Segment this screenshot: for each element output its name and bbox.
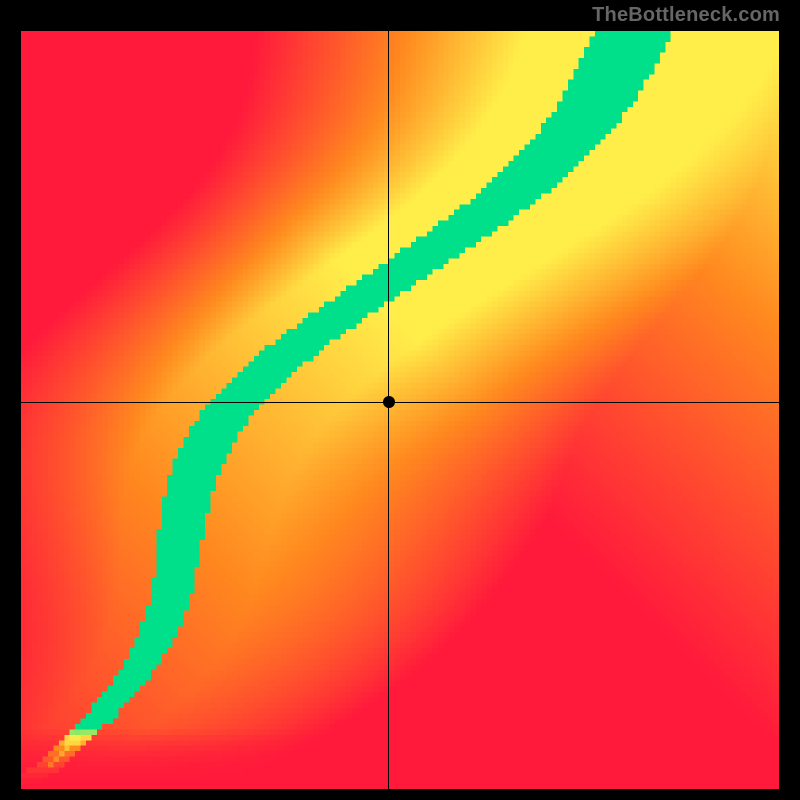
crosshair-horizontal: [21, 402, 779, 403]
heatmap-canvas: [21, 31, 779, 789]
chart-container: TheBottleneck.com: [0, 0, 800, 800]
watermark-text: TheBottleneck.com: [592, 4, 780, 27]
crosshair-marker: [383, 396, 395, 408]
crosshair-vertical: [388, 31, 389, 789]
